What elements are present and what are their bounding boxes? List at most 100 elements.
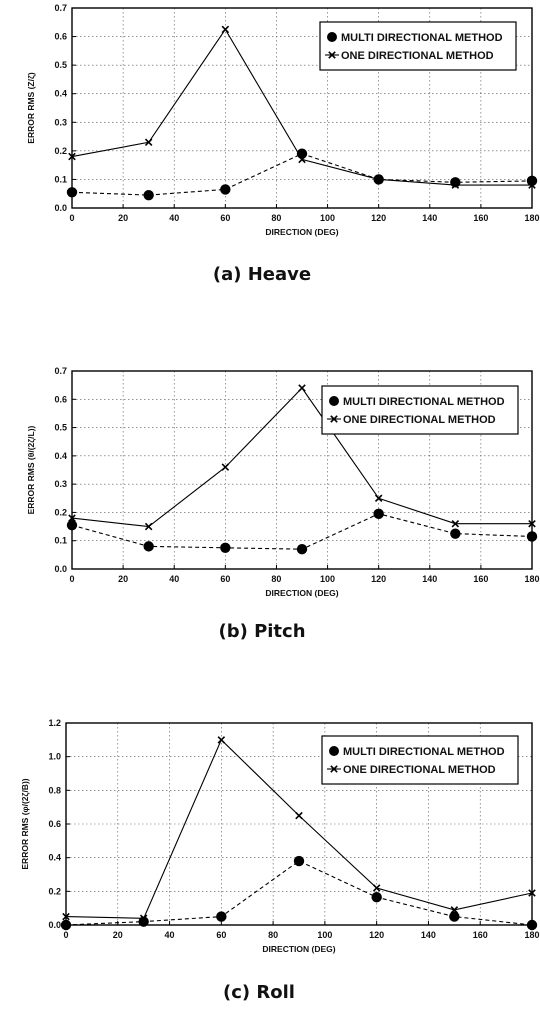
data-point-one-directional [221,463,230,471]
data-point-one-directional [374,494,383,503]
legend-marker-one-directional-stroke-b [330,415,338,423]
data-point-one-directional-stroke-b [372,884,381,892]
y-tick-label: 0.7 [54,3,67,13]
legend: MULTI DIRECTIONAL METHOD ONE DIRECTIONAL … [319,21,517,71]
series-line-multi-directional [71,513,533,550]
data-point-multi-directional [371,892,382,903]
y-tick-label: 0.0 [48,920,61,930]
data-point-one-directional-stroke-b [221,463,230,471]
x-tick-label: 60 [216,930,226,940]
x-tick-label: 80 [268,930,278,940]
legend-box [321,385,519,435]
legend-marker-one-directional-stroke-b [328,51,336,59]
data-point-one-directional-stroke-b [528,181,536,189]
y-tick-label: 0.8 [48,785,61,795]
x-tick-label: 40 [169,213,179,223]
data-point-one-directional-stroke-b [295,811,303,820]
data-point-one-directional [451,181,460,189]
x-tick-label: 140 [422,213,437,223]
y-tick-label: 0.6 [54,394,67,404]
y-tick-label: 0.5 [54,423,67,433]
plot-frame [65,722,533,926]
x-tick-label: 120 [371,213,386,223]
legend-label: ONE DIRECTIONAL METHOD [341,50,494,62]
y-tick-label: 1.0 [48,752,61,762]
series-line-multi-directional [65,860,533,926]
data-point-multi-directional [220,184,231,195]
data-point-multi-directional [216,911,227,922]
data-point-one-directional [68,152,76,161]
y-tick-label: 0.0 [54,564,67,574]
legend-label: MULTI DIRECTIONAL METHOD [341,32,503,44]
data-point-multi-directional [138,916,149,927]
chart-roll: 0 20 40 60 80 100 120 140 160 180 0.0 0.2 0.4 0.6 0.8 1… [20,718,540,1003]
data-point-one-directional [450,906,459,914]
x-tick-label: 180 [524,213,539,223]
data-point-one-directional-stroke-b [528,889,536,897]
x-tick-label: 180 [524,574,539,584]
y-tick-label: 0.4 [54,451,67,461]
data-point-one-directional-stroke-b [62,912,70,921]
x-tick-label: 60 [220,213,230,223]
legend-box [321,735,519,785]
data-point-one-directional [62,912,70,921]
data-point-multi-directional [373,508,384,520]
data-point-multi-directional [450,528,461,539]
y-tick-label: 0.1 [54,536,67,546]
data-point-multi-directional [143,189,154,201]
y-tick-label: 0.3 [54,479,67,489]
data-point-multi-directional [143,541,154,552]
data-point-multi-directional [449,911,460,922]
legend-box [319,21,517,71]
x-tick-label: 160 [473,574,488,584]
x-tick-label: 20 [118,574,128,584]
x-tick-label: 80 [271,213,281,223]
y-tick-label: 0.7 [54,366,67,376]
data-point-one-directional-stroke-b [450,906,459,914]
y-tick-label: 1.2 [48,718,61,728]
legend-marker-one-directional [330,415,338,423]
y-tick-label: 0.5 [54,60,67,70]
data-point-one-directional [451,519,460,528]
data-point-one-directional [528,519,536,528]
x-tick-label: 20 [118,213,128,223]
legend-marker-multi-directional [327,32,337,42]
data-point-one-directional [298,384,306,392]
y-tick-label: 0.2 [54,146,67,156]
y-tick-label: 0.6 [54,32,67,42]
x-tick-label: 0 [69,574,74,584]
data-point-one-directional [217,736,226,744]
x-axis-label: DIRECTION (DEG) [265,588,338,598]
legend-marker-one-directional [328,51,336,59]
y-tick-label: 0.4 [48,853,61,863]
y-tick-label: 0.2 [54,507,67,517]
data-point-one-directional [221,25,230,34]
x-tick-label: 0 [69,213,74,223]
data-point-one-directional-stroke-b [68,514,76,522]
x-tick-label: 140 [421,930,436,940]
data-point-multi-directional [220,542,231,553]
x-tick-label: 60 [220,574,230,584]
data-point-one-directional-stroke-b [451,519,460,528]
data-point-one-directional [144,522,153,531]
data-point-multi-directional [526,531,538,542]
data-point-one-directional-stroke-b [139,914,148,923]
data-point-one-directional-stroke-b [144,522,153,531]
x-tick-label: 100 [320,574,335,584]
y-axis-label: ERROR RMS (θ/(2ζ/L)) [26,425,36,514]
data-point-one-directional-stroke-b [144,138,153,147]
legend-label: ONE DIRECTIONAL METHOD [343,764,496,776]
x-axis-label: DIRECTION (DEG) [262,944,335,954]
y-tick-label: 0.0 [54,203,67,213]
data-point-one-directional [144,138,153,147]
data-point-one-directional-stroke-b [68,152,76,161]
chart-heave: 0 20 40 60 80 100 120 140 160 180 0.0 0.1 0.2 0.3 0.4 0… [26,3,540,285]
legend-marker-one-directional [330,765,338,773]
legend-label: MULTI DIRECTIONAL METHOD [343,396,505,408]
y-tick-label: 0.6 [48,819,61,829]
x-tick-label: 100 [317,930,332,940]
x-tick-label: 160 [473,930,488,940]
x-axis-label: DIRECTION (DEG) [265,227,338,237]
figure-caption: (b) Pitch [218,621,305,642]
data-point-one-directional [372,884,381,892]
